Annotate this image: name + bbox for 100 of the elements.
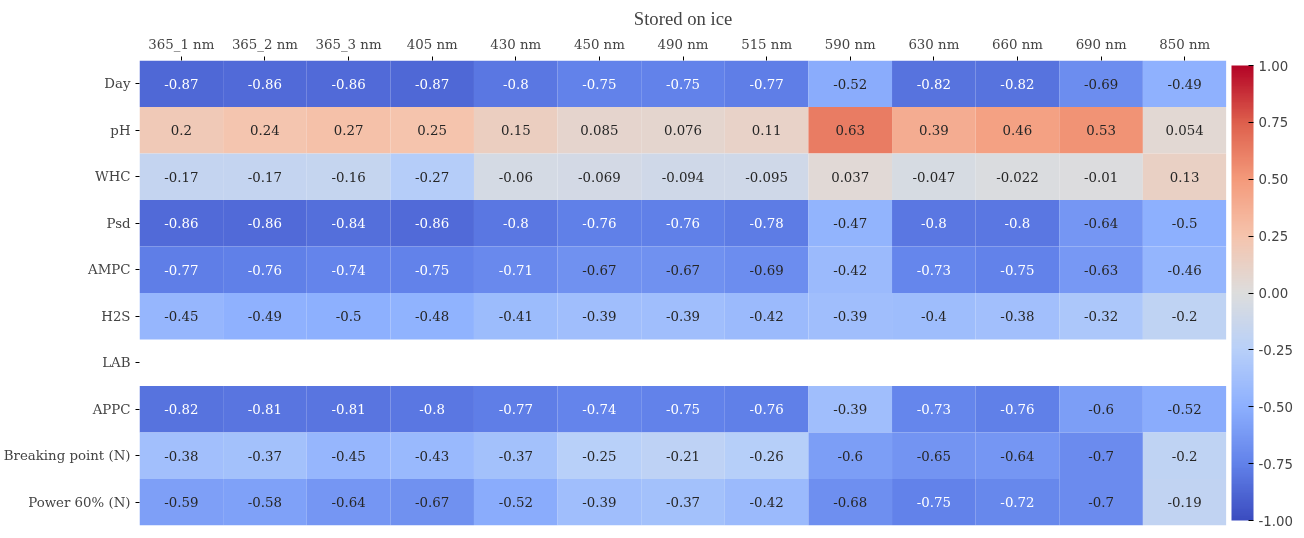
data-label: -0.87 xyxy=(164,76,199,92)
y-tick-label: Day xyxy=(104,76,131,92)
data-label: -0.69 xyxy=(1083,76,1119,92)
data-label: -0.86 xyxy=(247,76,283,92)
color-bar-label: -0.50 xyxy=(1258,399,1293,415)
data-label: -0.27 xyxy=(415,169,450,185)
data-label: -0.01 xyxy=(1083,169,1119,185)
data-label: -0.41 xyxy=(498,309,533,325)
data-label: -0.71 xyxy=(498,262,533,278)
data-label: -0.73 xyxy=(916,262,951,278)
data-label: -0.2 xyxy=(1171,448,1198,464)
data-label: -0.59 xyxy=(164,495,199,511)
data-label: -0.6 xyxy=(1088,402,1114,418)
x-tick-label: 365_2 nm xyxy=(231,36,299,52)
x-tick-label: 450 nm xyxy=(573,36,626,52)
data-label: -0.75 xyxy=(415,262,450,278)
data-label: -0.64 xyxy=(1083,216,1119,232)
color-bar-label: -0.25 xyxy=(1258,342,1293,358)
data-label: -0.37 xyxy=(665,495,701,511)
y-tick-label: Psd xyxy=(106,215,131,231)
data-label: -0.7 xyxy=(1088,448,1114,464)
data-label: -0.8 xyxy=(502,76,529,92)
data-label: -0.64 xyxy=(1000,448,1035,464)
data-label: -0.75 xyxy=(1000,262,1035,278)
data-label: -0.76 xyxy=(582,216,617,232)
data-label: 0.13 xyxy=(1169,169,1200,185)
data-label: -0.82 xyxy=(164,402,199,418)
data-label: -0.68 xyxy=(833,495,868,511)
data-label: -0.8 xyxy=(921,216,947,232)
data-label: 0.15 xyxy=(500,123,531,139)
data-label: -0.63 xyxy=(1083,262,1119,278)
data-label: -0.37 xyxy=(247,448,283,464)
color-bar-label: -1.00 xyxy=(1258,513,1293,529)
data-label: -0.39 xyxy=(582,495,617,511)
data-label: -0.48 xyxy=(415,309,450,325)
data-label: 0.037 xyxy=(831,169,870,185)
data-label: -0.047 xyxy=(912,169,956,185)
data-label: -0.82 xyxy=(916,76,951,92)
data-label: -0.069 xyxy=(578,169,621,185)
data-label: -0.39 xyxy=(582,309,617,325)
data-label: -0.69 xyxy=(749,262,784,278)
data-label: -0.19 xyxy=(1167,495,1202,511)
data-label: -0.76 xyxy=(749,402,784,418)
y-tick-label: pH xyxy=(110,122,131,138)
data-label: 0.39 xyxy=(919,123,949,139)
data-label: -0.84 xyxy=(331,216,366,232)
data-label: -0.17 xyxy=(247,169,283,185)
data-label: 0.25 xyxy=(417,123,447,139)
x-tick-label: 430 nm xyxy=(490,36,542,52)
data-label: -0.06 xyxy=(498,169,533,185)
data-label: -0.67 xyxy=(665,262,701,278)
data-label: -0.72 xyxy=(1000,495,1035,511)
data-label: -0.45 xyxy=(331,448,366,464)
data-label: -0.76 xyxy=(1000,402,1035,418)
y-tick-label: Power 60% (N) xyxy=(28,494,131,510)
data-label: -0.022 xyxy=(996,169,1039,185)
data-label: -0.5 xyxy=(335,309,362,325)
data-label: -0.38 xyxy=(1000,309,1035,325)
x-tick-label: 590 nm xyxy=(824,36,877,52)
data-label: -0.73 xyxy=(916,402,951,418)
data-label: -0.094 xyxy=(661,169,705,185)
x-tick-label: 405 nm xyxy=(406,36,458,52)
y-tick-label: LAB xyxy=(102,355,131,371)
data-label: -0.46 xyxy=(1167,262,1202,278)
data-label: -0.4 xyxy=(921,309,947,325)
x-tick-label: 490 nm xyxy=(657,36,709,52)
x-tick-label: 850 nm xyxy=(1159,36,1211,52)
data-label: 0.11 xyxy=(751,123,782,139)
data-label: 0.27 xyxy=(333,123,364,139)
data-label: -0.42 xyxy=(749,495,784,511)
data-label: -0.77 xyxy=(164,262,199,278)
data-label: 0.46 xyxy=(1002,123,1033,139)
data-label: -0.74 xyxy=(582,402,617,418)
data-label: -0.39 xyxy=(833,309,868,325)
color-bar-label: -0.75 xyxy=(1258,456,1293,472)
x-tick-label: 365_1 nm xyxy=(148,36,215,52)
color-bar-label: 1.00 xyxy=(1258,58,1289,74)
data-label: -0.81 xyxy=(247,402,283,418)
data-label: -0.74 xyxy=(331,262,366,278)
x-tick-label: 515 nm xyxy=(741,36,793,52)
data-label: -0.78 xyxy=(749,216,784,232)
y-tick-label: WHC xyxy=(94,169,131,185)
y-tick-label: H2S xyxy=(101,308,131,324)
x-tick-label: 365_3 nm xyxy=(315,36,382,52)
data-label: -0.37 xyxy=(498,448,533,464)
data-label: -0.6 xyxy=(837,448,864,464)
data-label: -0.21 xyxy=(665,448,701,464)
data-label: -0.75 xyxy=(665,76,701,92)
data-label: -0.67 xyxy=(415,495,450,511)
data-label: -0.8 xyxy=(1004,216,1031,232)
y-tick-label: AMPC xyxy=(87,262,131,278)
data-label: 0.085 xyxy=(580,123,619,139)
data-label: -0.86 xyxy=(247,216,283,232)
chart-title: Stored on ice xyxy=(633,7,733,29)
data-label: -0.39 xyxy=(833,402,868,418)
data-label: 0.24 xyxy=(250,123,280,139)
data-label: -0.42 xyxy=(749,309,784,325)
y-tick-label: Breaking point (N) xyxy=(3,448,131,464)
color-bar-label: 0.25 xyxy=(1258,229,1289,245)
data-label: -0.7 xyxy=(1088,495,1114,511)
